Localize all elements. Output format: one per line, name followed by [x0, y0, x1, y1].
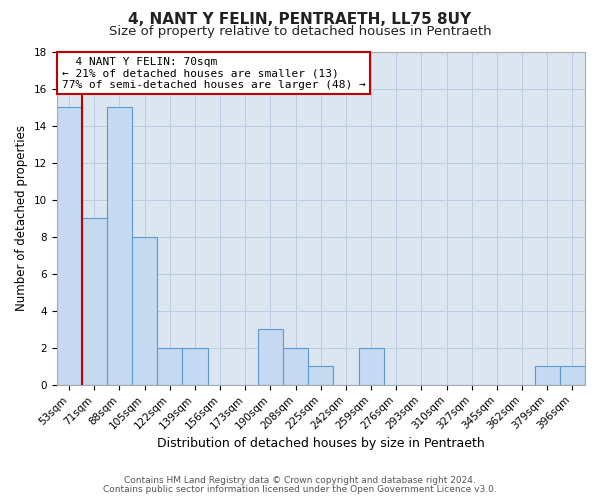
- Bar: [283, 348, 308, 385]
- Bar: [56, 107, 82, 385]
- Text: 4 NANT Y FELIN: 70sqm
← 21% of detached houses are smaller (13)
77% of semi-deta: 4 NANT Y FELIN: 70sqm ← 21% of detached …: [62, 56, 365, 90]
- Text: Contains public sector information licensed under the Open Government Licence v3: Contains public sector information licen…: [103, 485, 497, 494]
- Bar: [132, 236, 157, 385]
- Bar: [182, 348, 208, 385]
- Text: Contains HM Land Registry data © Crown copyright and database right 2024.: Contains HM Land Registry data © Crown c…: [124, 476, 476, 485]
- Bar: [535, 366, 560, 385]
- X-axis label: Distribution of detached houses by size in Pentraeth: Distribution of detached houses by size …: [157, 437, 485, 450]
- Bar: [359, 348, 383, 385]
- Bar: [560, 366, 585, 385]
- Bar: [258, 330, 283, 385]
- Text: Size of property relative to detached houses in Pentraeth: Size of property relative to detached ho…: [109, 25, 491, 38]
- Bar: [82, 218, 107, 385]
- Text: 4, NANT Y FELIN, PENTRAETH, LL75 8UY: 4, NANT Y FELIN, PENTRAETH, LL75 8UY: [128, 12, 472, 28]
- Bar: [308, 366, 334, 385]
- Y-axis label: Number of detached properties: Number of detached properties: [15, 125, 28, 311]
- Bar: [107, 107, 132, 385]
- Bar: [157, 348, 182, 385]
